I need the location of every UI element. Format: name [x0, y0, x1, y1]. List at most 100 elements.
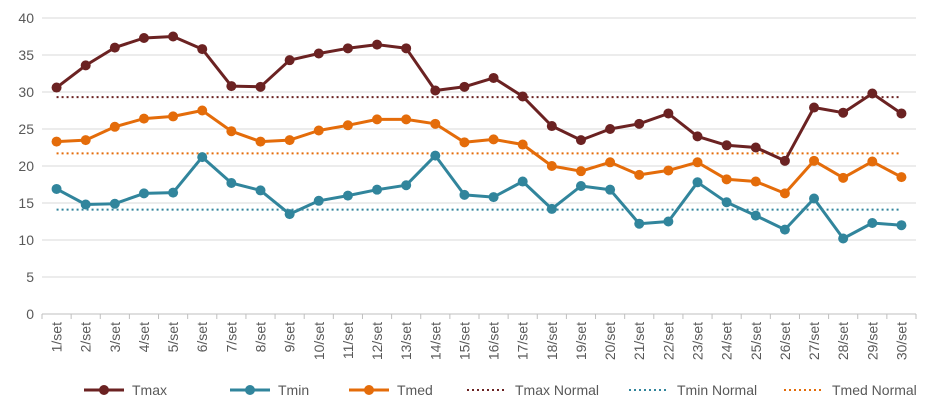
- data-point: [809, 193, 820, 204]
- data-point: [284, 55, 295, 66]
- legend-marker: [245, 385, 255, 395]
- data-point: [459, 81, 470, 92]
- x-tick-label: 20/set: [602, 322, 618, 360]
- y-tick-label: 0: [26, 306, 34, 322]
- series-line: [55, 154, 902, 240]
- data-point: [80, 60, 91, 71]
- data-point: [517, 91, 528, 102]
- data-point: [197, 105, 208, 116]
- data-point: [575, 180, 586, 191]
- series-group: [51, 31, 907, 166]
- y-tick-label: 30: [18, 84, 34, 100]
- data-point: [51, 136, 62, 147]
- data-point: [372, 184, 383, 195]
- data-point: [459, 189, 470, 200]
- data-point: [342, 190, 353, 201]
- data-point: [197, 152, 208, 163]
- data-point: [721, 174, 732, 185]
- data-point: [342, 43, 353, 54]
- data-point: [109, 198, 120, 209]
- data-point: [605, 124, 616, 134]
- data-point: [372, 39, 383, 50]
- data-point: [401, 114, 412, 125]
- x-tick-label: 5/set: [165, 322, 181, 352]
- data-point: [168, 31, 179, 42]
- x-tick-label: 12/set: [369, 322, 385, 360]
- data-point: [138, 188, 149, 199]
- data-point: [313, 125, 324, 136]
- data-point: [692, 177, 703, 188]
- data-point: [605, 157, 616, 168]
- data-point: [896, 220, 907, 231]
- data-point: [663, 165, 674, 176]
- data-point: [750, 176, 761, 187]
- data-point: [838, 107, 849, 118]
- data-point: [575, 166, 586, 177]
- x-tick-label: 3/set: [107, 322, 123, 352]
- x-tick-label: 8/set: [253, 322, 269, 352]
- data-point: [867, 156, 878, 167]
- y-tick-label: 15: [18, 195, 34, 211]
- data-point: [255, 136, 266, 147]
- data-point: [372, 114, 383, 125]
- data-point: [488, 134, 499, 145]
- x-tick-label: 29/set: [864, 322, 880, 360]
- data-point: [255, 81, 266, 92]
- x-tick-label: 28/set: [835, 322, 851, 360]
- x-tick-label: 21/set: [631, 322, 647, 360]
- data-point: [51, 183, 62, 194]
- data-point: [517, 176, 528, 187]
- y-tick-label: 5: [26, 269, 34, 285]
- data-point: [692, 157, 703, 168]
- x-axis: 1/set 2/set 3/set 4/set 5/set 6/set 7/set 8/set…: [41, 313, 917, 360]
- data-point: [634, 118, 645, 129]
- data-point: [430, 85, 441, 96]
- data-point: [51, 82, 62, 93]
- data-point: [342, 120, 353, 131]
- data-point: [721, 140, 732, 151]
- x-tick-label: 11/set: [340, 322, 356, 359]
- x-tick-label: 19/set: [573, 322, 589, 360]
- data-point: [284, 209, 295, 220]
- x-tick-label: 1/set: [49, 322, 65, 352]
- x-tick-label: 15/set: [456, 322, 472, 360]
- data-point: [634, 169, 645, 180]
- y-tick-label: 20: [18, 158, 34, 174]
- data-point: [575, 135, 586, 146]
- legend-marker: [99, 385, 109, 395]
- legend-label: Tmin: [278, 382, 309, 398]
- x-tick-label: 14/set: [427, 322, 443, 360]
- data-point: [779, 224, 790, 235]
- data-point: [80, 135, 91, 146]
- x-tick-label: 2/set: [78, 322, 94, 352]
- data-point: [634, 218, 645, 229]
- x-tick-label: 22/set: [660, 322, 676, 360]
- normal-reference-lines: [56, 96, 902, 211]
- data-point: [401, 180, 412, 191]
- y-tick-label: 40: [18, 10, 34, 26]
- x-tick-label: 6/set: [194, 322, 210, 352]
- data-point: [750, 142, 761, 153]
- data-point: [488, 72, 499, 83]
- data-point: [692, 131, 703, 142]
- data-point: [313, 195, 324, 206]
- data-point: [663, 216, 674, 227]
- data-point: [546, 161, 557, 171]
- data-point: [838, 233, 849, 244]
- data-point: [809, 102, 820, 113]
- legend-label: Tmed Normal: [832, 382, 917, 398]
- x-tick-label: 4/set: [136, 322, 152, 352]
- data-point: [197, 44, 208, 55]
- legend-label: Tmax: [132, 382, 167, 398]
- data-point: [138, 113, 149, 124]
- data-point: [838, 172, 849, 183]
- data-point: [401, 43, 412, 54]
- legend-label: Tmed: [397, 382, 433, 398]
- data-point: [896, 108, 907, 119]
- data-point: [750, 210, 761, 221]
- x-tick-label: 27/set: [806, 322, 822, 360]
- x-tick-label: 7/set: [223, 322, 239, 352]
- data-point: [109, 121, 120, 132]
- x-tick-label: 18/set: [544, 322, 560, 360]
